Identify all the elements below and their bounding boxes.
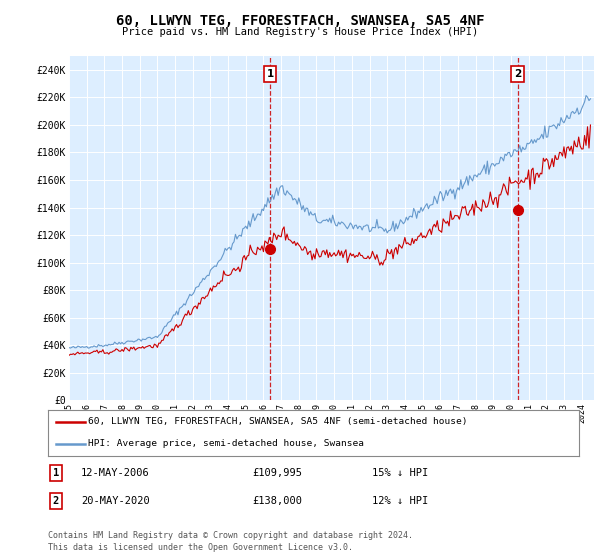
Text: 1: 1	[266, 69, 274, 79]
Text: 12% ↓ HPI: 12% ↓ HPI	[372, 496, 428, 506]
Text: HPI: Average price, semi-detached house, Swansea: HPI: Average price, semi-detached house,…	[88, 439, 364, 448]
Text: £138,000: £138,000	[252, 496, 302, 506]
Text: Price paid vs. HM Land Registry's House Price Index (HPI): Price paid vs. HM Land Registry's House …	[122, 27, 478, 37]
Text: £109,995: £109,995	[252, 468, 302, 478]
Text: 15% ↓ HPI: 15% ↓ HPI	[372, 468, 428, 478]
Text: 60, LLWYN TEG, FFORESTFACH, SWANSEA, SA5 4NF: 60, LLWYN TEG, FFORESTFACH, SWANSEA, SA5…	[116, 14, 484, 28]
Text: 1: 1	[53, 468, 59, 478]
Text: 12-MAY-2006: 12-MAY-2006	[81, 468, 150, 478]
Text: 2: 2	[514, 69, 521, 79]
Text: 60, LLWYN TEG, FFORESTFACH, SWANSEA, SA5 4NF (semi-detached house): 60, LLWYN TEG, FFORESTFACH, SWANSEA, SA5…	[88, 417, 467, 427]
Text: Contains HM Land Registry data © Crown copyright and database right 2024.: Contains HM Land Registry data © Crown c…	[48, 531, 413, 540]
Text: 2: 2	[53, 496, 59, 506]
Text: 20-MAY-2020: 20-MAY-2020	[81, 496, 150, 506]
Text: This data is licensed under the Open Government Licence v3.0.: This data is licensed under the Open Gov…	[48, 543, 353, 552]
